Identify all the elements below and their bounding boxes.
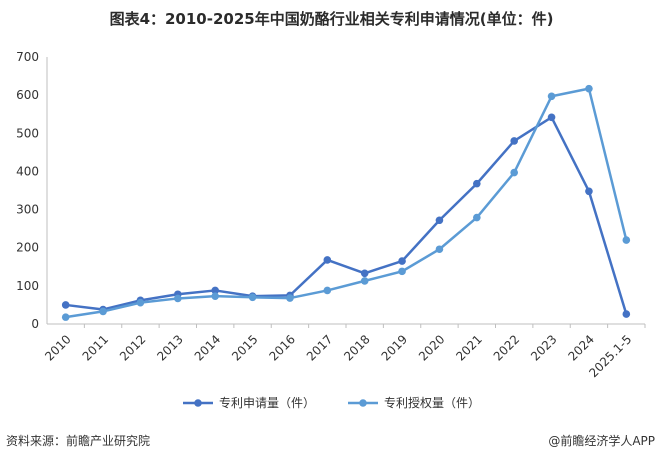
data-point-series-1 — [622, 310, 631, 318]
legend-label-1: 专利申请量（件） — [219, 395, 315, 410]
data-point-series-2 — [473, 213, 481, 222]
x-tick-label: 2023 — [528, 332, 559, 363]
data-point-series-1 — [61, 301, 70, 309]
data-point-series-1 — [360, 269, 369, 278]
legend-marker-2 — [359, 399, 367, 407]
data-point-series-2 — [360, 277, 369, 285]
x-tick-label: 2017 — [304, 332, 335, 363]
y-tick-label: 200 — [16, 241, 39, 255]
y-tick-label: 100 — [16, 279, 39, 293]
data-point-series-2 — [211, 292, 219, 300]
data-point-series-2 — [510, 168, 518, 177]
x-tick-label: 2011 — [80, 332, 111, 363]
data-point-series-2 — [398, 267, 406, 276]
data-point-series-2 — [136, 298, 145, 307]
data-point-series-1 — [585, 187, 593, 196]
x-tick-label: 2021 — [453, 332, 484, 363]
x-tick-label: 2016 — [266, 332, 297, 363]
x-tick-label: 2024 — [565, 332, 596, 363]
x-tick-label: 2010 — [42, 332, 73, 363]
data-point-series-2 — [99, 307, 107, 316]
data-point-series-1 — [435, 216, 444, 225]
y-tick-label: 700 — [16, 50, 39, 64]
data-point-series-2 — [286, 294, 294, 302]
x-tick-label: 2022 — [491, 332, 522, 363]
y-tick-label: 300 — [16, 203, 39, 217]
series-line-1 — [65, 116, 628, 315]
data-point-series-2 — [622, 236, 631, 244]
chart-title: 图表4：2010-2025年中国奶酪行业相关专利申请情况(单位：件) — [109, 10, 554, 28]
legend-label-2: 专利授权量（件） — [384, 395, 480, 410]
series-line-2 — [65, 87, 628, 319]
source-note: 资料来源：前瞻产业研究院 — [6, 434, 151, 448]
data-point-series-1 — [510, 137, 518, 145]
data-point-series-1 — [473, 179, 481, 188]
y-tick-label: 600 — [16, 88, 39, 102]
x-tick-label: 2015 — [229, 332, 260, 363]
data-point-series-1 — [211, 286, 219, 295]
x-tick-label: 2019 — [379, 332, 410, 363]
y-tick-label: 0 — [31, 317, 39, 331]
credit-note: @前瞻经济学人APP — [548, 434, 655, 448]
data-point-series-2 — [585, 84, 593, 93]
data-point-series-2 — [174, 294, 182, 303]
data-point-series-2 — [248, 293, 257, 302]
data-point-series-2 — [61, 313, 70, 321]
data-point-series-1 — [398, 257, 406, 265]
y-tick-label: 400 — [16, 164, 39, 178]
data-point-series-1 — [323, 256, 332, 264]
data-point-series-2 — [547, 92, 556, 101]
x-tick-label: 2013 — [154, 332, 185, 363]
data-point-series-2 — [323, 286, 332, 295]
x-tick-label: 2020 — [416, 332, 447, 363]
data-point-series-1 — [547, 113, 556, 122]
y-tick-label: 500 — [16, 126, 39, 140]
x-tick-label: 2014 — [192, 332, 223, 363]
x-tick-label: 2012 — [117, 332, 148, 363]
x-tick-label: 2018 — [341, 332, 372, 363]
legend-marker-1 — [194, 399, 202, 407]
data-point-series-2 — [435, 245, 444, 254]
